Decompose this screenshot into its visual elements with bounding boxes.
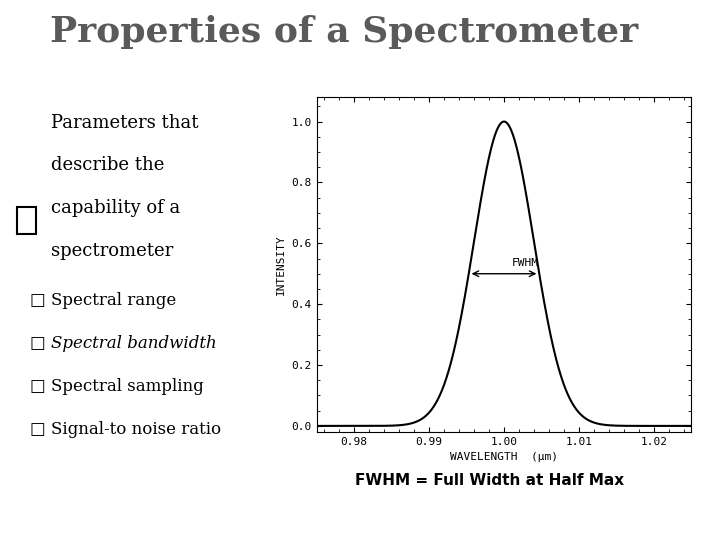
Text: □ Signal-to noise ratio: □ Signal-to noise ratio bbox=[30, 421, 220, 438]
Text: capability of a: capability of a bbox=[50, 199, 180, 217]
Text: 21: 21 bbox=[6, 70, 27, 84]
Text: □ Spectral bandwidth: □ Spectral bandwidth bbox=[30, 335, 216, 352]
Y-axis label: INTENSITY: INTENSITY bbox=[276, 234, 286, 295]
Text: □ Spectral range: □ Spectral range bbox=[30, 293, 176, 309]
Text: Parameters that: Parameters that bbox=[50, 113, 198, 132]
Bar bbox=[17, 207, 35, 234]
Text: spectrometer: spectrometer bbox=[50, 242, 173, 260]
Text: Properties of a Spectrometer: Properties of a Spectrometer bbox=[50, 16, 639, 49]
Text: describe the: describe the bbox=[50, 157, 164, 174]
X-axis label: WAVELENGTH  (μm): WAVELENGTH (μm) bbox=[450, 453, 558, 462]
Text: FWHM: FWHM bbox=[511, 258, 539, 268]
Text: □ Spectral sampling: □ Spectral sampling bbox=[30, 378, 203, 395]
Text: FWHM = Full Width at Half Max: FWHM = Full Width at Half Max bbox=[355, 473, 624, 488]
